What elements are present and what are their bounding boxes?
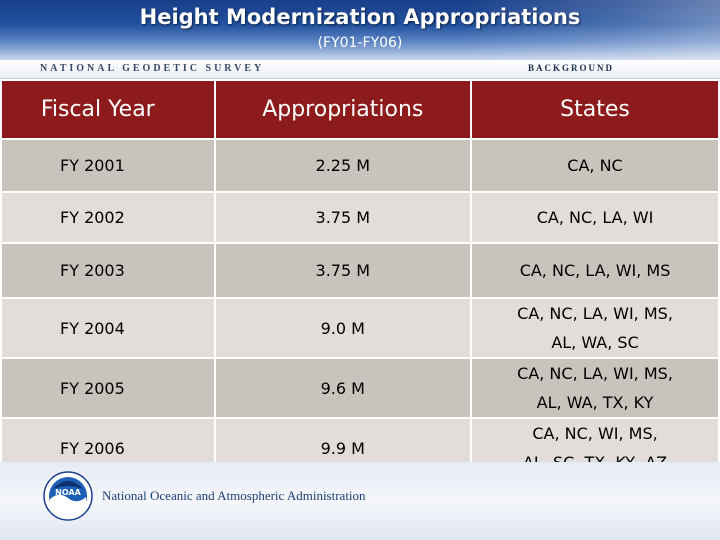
- org-label: NATIONAL GEODETIC SURVEY: [40, 63, 265, 74]
- appropriations-table: Fiscal Year Appropriations States FY 200…: [0, 79, 720, 479]
- cell-states: CA, NC, LA, WI: [470, 191, 720, 244]
- title-header: [0, 0, 720, 60]
- header-fiscal-year: Fiscal Year: [0, 79, 216, 140]
- cell-states: CA, NC: [470, 138, 720, 193]
- page-title: Height Modernization Appropriations: [139, 5, 581, 29]
- cell-amount: 2.25 M: [213, 138, 473, 193]
- cell-amount: 9.0 M: [213, 297, 473, 359]
- states-line-1: CA, NC: [567, 156, 623, 175]
- noaa-logo-icon: NOAA: [43, 471, 93, 521]
- cell-year: FY 2001: [0, 138, 216, 193]
- cell-year: FY 2003: [0, 242, 216, 299]
- agency-name: National Oceanic and Atmospheric Adminis…: [102, 488, 366, 503]
- cell-states: CA, NC, LA, WI, MS: [470, 242, 720, 299]
- section-label: BACKGROUND: [527, 63, 614, 73]
- cell-year: FY 2005: [0, 357, 216, 419]
- footer-band: [0, 462, 720, 540]
- header-appropriations: Appropriations: [213, 79, 473, 140]
- states-line-1: CA, NC, LA, WI, MS: [519, 261, 671, 280]
- table-row: FY 2001 2.25 M CA, NC: [0, 138, 720, 193]
- states-line-2: AL, WA, SC: [551, 333, 639, 352]
- table-header-row: Fiscal Year Appropriations States: [0, 79, 720, 140]
- cell-amount: 9.6 M: [213, 357, 473, 419]
- cell-year: FY 2004: [0, 297, 216, 359]
- cell-states: CA, NC, LA, WI, MS, AL, WA, TX, KY: [470, 357, 720, 419]
- table-row: FY 2004 9.0 M CA, NC, LA, WI, MS, AL, WA,…: [0, 297, 720, 359]
- cell-states: CA, NC, LA, WI, MS, AL, WA, SC: [470, 297, 720, 359]
- logo-text: NOAA: [55, 488, 81, 497]
- table-row: FY 2005 9.6 M CA, NC, LA, WI, MS, AL, WA,…: [0, 357, 720, 419]
- cell-amount: 3.75 M: [213, 242, 473, 299]
- states-line-1: CA, NC, LA, WI: [536, 208, 654, 227]
- states-line-1: CA, NC, WI, MS,: [532, 424, 658, 443]
- header-states: States: [470, 79, 720, 140]
- states-line-1: CA, NC, LA, WI, MS,: [517, 364, 673, 383]
- header-sheen: [460, 0, 720, 60]
- org-banner: [0, 60, 720, 79]
- states-line-2: AL, WA, TX, KY: [536, 393, 654, 412]
- cell-year: FY 2002: [0, 191, 216, 244]
- table-row: FY 2003 3.75 M CA, NC, LA, WI, MS: [0, 242, 720, 299]
- states-line-1: CA, NC, LA, WI, MS,: [517, 304, 673, 323]
- cell-amount: 3.75 M: [213, 191, 473, 244]
- page-subtitle: (FY01-FY06): [317, 35, 403, 51]
- table-row: FY 2002 3.75 M CA, NC, LA, WI: [0, 191, 720, 244]
